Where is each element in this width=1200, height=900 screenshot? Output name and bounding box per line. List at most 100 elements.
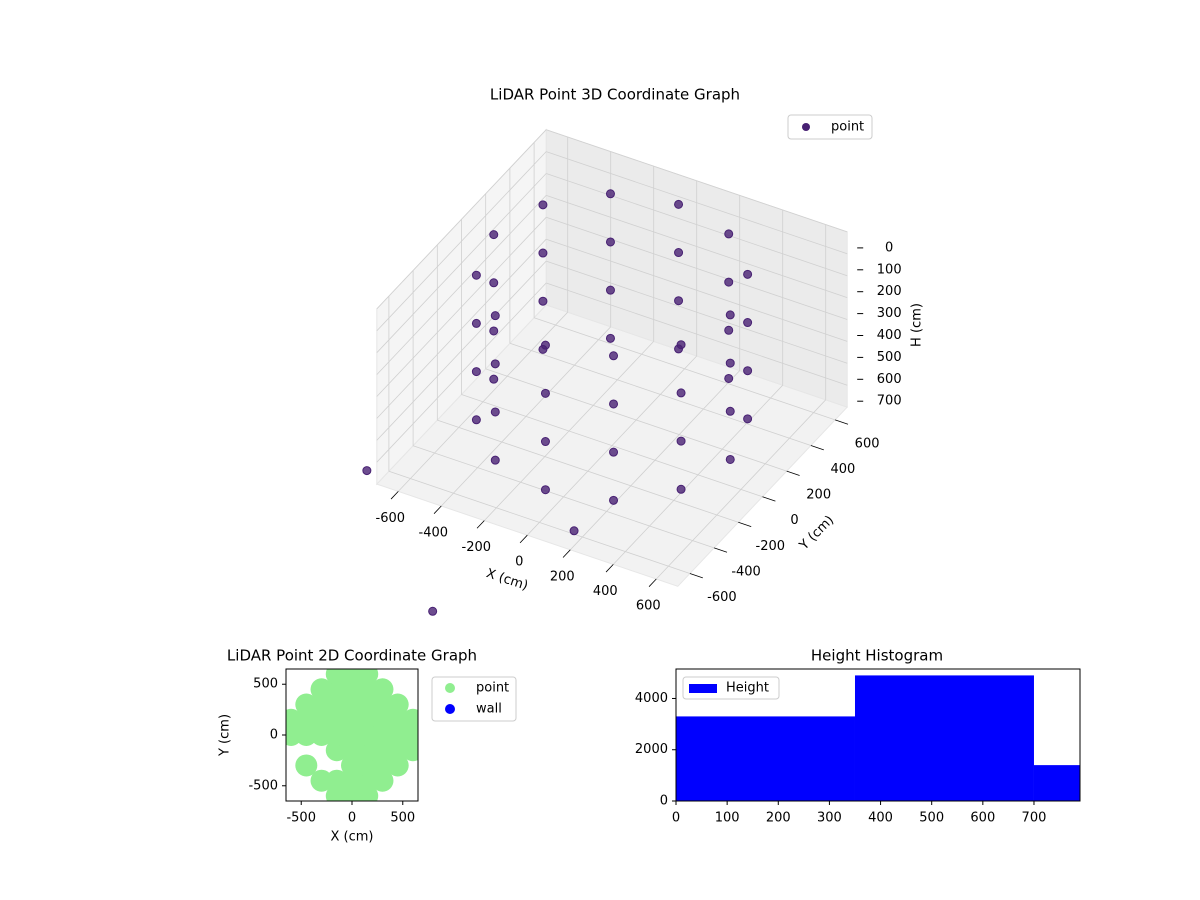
point	[538, 200, 548, 210]
grid-line	[376, 260, 547, 441]
point	[386, 754, 409, 777]
tick-mark	[713, 547, 728, 553]
x-axis-label: X (cm)	[331, 830, 374, 845]
grid-line	[461, 394, 763, 498]
point	[471, 415, 481, 425]
y-tick-label: -200	[756, 539, 786, 554]
tick-mark	[476, 520, 485, 529]
point	[609, 399, 619, 409]
legend-label: Height	[726, 681, 769, 696]
point	[341, 739, 363, 762]
point	[356, 708, 379, 731]
point	[325, 708, 348, 731]
point	[743, 414, 753, 424]
axes-frame	[675, 668, 1081, 802]
point	[356, 724, 379, 746]
grid-line	[376, 195, 547, 375]
point	[609, 351, 619, 361]
point	[325, 693, 348, 716]
legend-label: wall	[476, 702, 502, 717]
point	[362, 466, 372, 476]
x-tick-label: 700	[1022, 811, 1047, 826]
point	[674, 296, 684, 306]
point	[371, 693, 394, 716]
point	[724, 277, 734, 287]
point	[386, 739, 409, 762]
x-tick-label: 200	[550, 569, 575, 584]
point	[538, 296, 548, 306]
tick-mark	[648, 578, 657, 587]
grid-line	[485, 368, 787, 472]
y-tick-label: -400	[731, 564, 761, 579]
y-axis-label: Y (cm)	[218, 714, 233, 757]
y-tick-label: -600	[707, 590, 737, 605]
point	[295, 754, 318, 777]
point	[490, 455, 500, 465]
point	[356, 678, 379, 701]
grid-line	[546, 260, 848, 364]
grid-line	[546, 216, 848, 320]
point	[724, 373, 734, 383]
point	[489, 374, 499, 384]
tick-mark	[810, 445, 824, 451]
point	[310, 693, 333, 716]
point	[538, 344, 548, 354]
point	[605, 237, 615, 247]
grid-line	[376, 129, 547, 310]
point	[569, 526, 579, 536]
point	[605, 189, 615, 199]
point	[356, 754, 379, 777]
tick-mark	[786, 470, 800, 476]
point	[725, 358, 735, 368]
legend-marker	[802, 123, 810, 131]
point	[310, 708, 333, 731]
chart-title: Height Histogram	[811, 647, 943, 665]
point	[489, 326, 499, 336]
point	[471, 318, 481, 328]
point	[490, 359, 500, 369]
point	[725, 406, 735, 416]
x-tick-label: 500	[919, 811, 944, 826]
point	[325, 739, 348, 762]
y-tick-label: 0	[790, 513, 798, 528]
z-tick-label: 200	[877, 284, 902, 299]
point	[725, 454, 735, 464]
point	[490, 407, 500, 417]
point	[325, 724, 348, 746]
point	[540, 485, 550, 495]
z-tick-label: 400	[877, 328, 902, 343]
point	[295, 693, 318, 716]
x-tick-label: 0	[515, 555, 523, 570]
point	[471, 270, 481, 280]
point	[490, 311, 500, 321]
x-tick-label: -600	[376, 511, 406, 526]
point	[605, 333, 615, 343]
point	[724, 325, 734, 335]
grid-line	[388, 470, 691, 574]
z-axis-label: H (cm)	[910, 303, 925, 347]
grid-line	[376, 238, 547, 419]
grid-line	[376, 217, 547, 397]
point	[743, 318, 753, 328]
point	[386, 708, 409, 731]
point	[295, 708, 318, 731]
y-tick-label: 0	[660, 794, 668, 809]
tick-mark	[433, 505, 442, 514]
grid-line	[412, 445, 715, 549]
point	[310, 724, 333, 746]
point	[371, 708, 394, 731]
x-tick-label: 500	[390, 811, 415, 826]
y-tick-label: 4000	[635, 691, 668, 706]
y-tick-label: -500	[248, 778, 278, 793]
y-tick-label: 0	[270, 728, 278, 743]
legend-box	[682, 676, 780, 700]
z-tick-label: 500	[877, 350, 902, 365]
point	[605, 285, 615, 295]
tick-mark	[762, 496, 776, 502]
point	[674, 344, 684, 354]
tick-mark	[562, 549, 571, 558]
grid-line	[533, 317, 836, 421]
grid-line	[546, 129, 848, 233]
tick-mark	[689, 573, 703, 579]
